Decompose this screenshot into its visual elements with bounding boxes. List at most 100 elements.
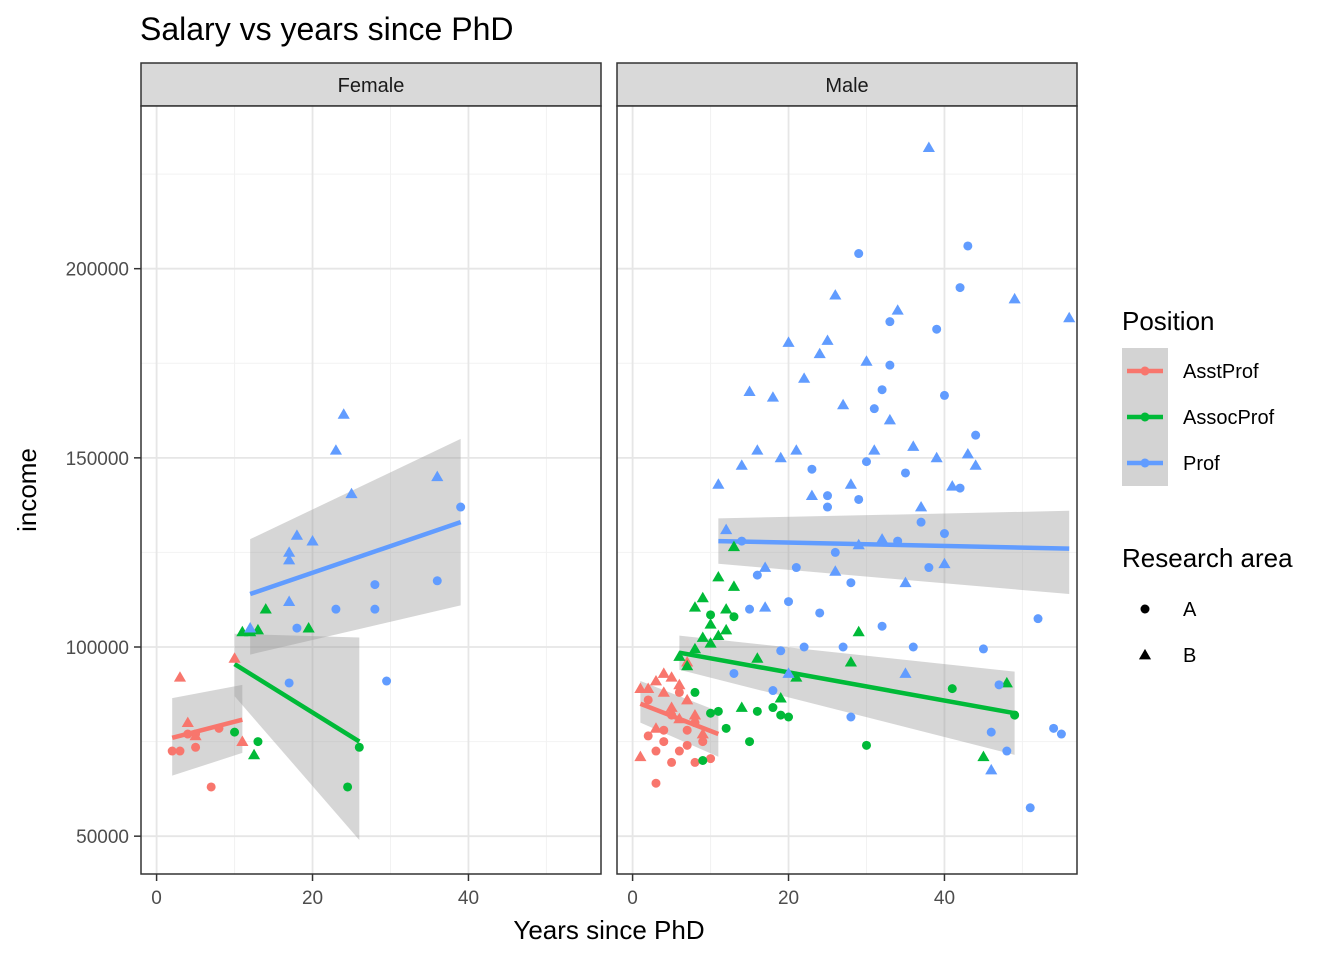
x-tick-label: 20 [302, 888, 323, 909]
point-prof-a [1033, 614, 1043, 624]
point-assocprof-a [706, 708, 716, 718]
legend-key-point-asstprof [1140, 366, 1150, 376]
point-prof-b [930, 451, 943, 463]
point-asstprof-b [688, 709, 702, 720]
point-prof-b [883, 413, 896, 425]
point-prof-a [370, 604, 380, 614]
panel-background [141, 106, 601, 874]
point-prof-a [1056, 729, 1066, 739]
point-prof-a [830, 547, 840, 557]
point-assocprof-a [698, 756, 708, 766]
point-asstprof-a [191, 742, 201, 752]
point-prof-b [961, 447, 974, 459]
point-assocprof-b [681, 659, 694, 671]
point-asstprof-a [214, 723, 224, 733]
point-asstprof-a [674, 687, 684, 697]
point-assocprof-b [727, 580, 741, 591]
panel-border-male [616, 105, 1078, 875]
point-prof-a [752, 570, 762, 580]
point-prof-b [860, 355, 873, 366]
legend-label-a: A [1183, 599, 1197, 621]
point-asstprof-a [183, 729, 193, 739]
point-prof-b [712, 478, 725, 489]
point-assocprof-a [706, 610, 716, 620]
point-asstprof-b [173, 671, 187, 682]
point-assocprof-b [727, 540, 741, 552]
point-asstprof-b [665, 671, 678, 682]
point-assocprof-b [696, 631, 709, 642]
point-prof-a [908, 642, 918, 652]
point-prof-a [955, 483, 965, 493]
point-asstprof-b [236, 735, 249, 746]
point-assocprof-b [704, 637, 717, 648]
point-prof-a [807, 464, 817, 474]
legend-key-point-prof [1140, 458, 1150, 468]
point-assocprof-a [947, 684, 957, 694]
point-prof-b [337, 408, 350, 419]
point-assocprof-b [673, 650, 686, 661]
x-tick-label: 0 [627, 888, 638, 909]
point-asstprof-a [690, 718, 700, 728]
point-assocprof-a [776, 710, 786, 720]
legend-label-asstprof: AsstProf [1183, 361, 1259, 383]
point-prof-a [900, 468, 910, 478]
point-assocprof-a [230, 727, 240, 737]
point-prof-b [283, 546, 296, 557]
panel-background [617, 106, 1077, 874]
point-assocprof-b [259, 603, 272, 614]
point-prof-a [939, 390, 949, 400]
x-tick-label: 40 [458, 888, 479, 909]
point-prof-a [1049, 723, 1059, 733]
point-prof-a [877, 385, 887, 395]
point-prof-b [1063, 311, 1076, 323]
point-prof-b [891, 304, 904, 315]
point-asstprof-a [667, 757, 677, 767]
point-prof-a [963, 241, 973, 251]
point-prof-b [946, 480, 959, 491]
point-prof-a [799, 642, 809, 652]
point-prof-b [759, 561, 772, 572]
point-prof-a [932, 324, 942, 334]
legend-shape-b [1138, 648, 1152, 660]
point-assocprof-a [713, 706, 723, 716]
point-assocprof-a [721, 723, 731, 733]
point-asstprof-a [706, 754, 716, 764]
point-prof-a [737, 536, 747, 546]
point-prof-a [1002, 746, 1012, 756]
point-prof-b [766, 391, 780, 402]
fit-line-assocprof [678, 650, 1016, 716]
point-assocprof-b [751, 652, 764, 663]
point-asstprof-a [682, 725, 692, 735]
point-prof-a [854, 249, 864, 259]
point-prof-a [885, 360, 895, 370]
point-assocprof-a [1010, 710, 1020, 720]
y-tick-label: 200000 [66, 260, 129, 281]
panel-male: Male [616, 62, 1078, 875]
point-asstprof-b [228, 652, 241, 663]
point-asstprof-a [667, 710, 677, 720]
x-tick-label: 0 [151, 888, 162, 909]
point-prof-b [922, 141, 935, 152]
point-prof-b [844, 478, 857, 489]
point-prof-b [829, 289, 842, 300]
point-assocprof-a [784, 712, 794, 722]
point-prof-b [720, 523, 733, 535]
point-prof-a [292, 623, 302, 633]
point-prof-a [846, 578, 856, 588]
point-prof-b [868, 444, 881, 455]
point-prof-b [852, 538, 865, 550]
point-assocprof-b [247, 748, 261, 760]
grid-female [141, 106, 601, 874]
point-asstprof-b [642, 682, 655, 693]
point-prof-b [821, 334, 834, 345]
point-prof-b [938, 557, 951, 569]
point-asstprof-b [189, 729, 202, 741]
x-axis-title: Years since PhD [513, 915, 704, 945]
point-assocprof-b [720, 623, 733, 635]
point-prof-a [776, 646, 786, 656]
point-asstprof-a [659, 737, 669, 747]
point-assocprof-b [1000, 676, 1013, 688]
point-prof-a [885, 317, 895, 327]
confidence-band-prof [250, 438, 461, 655]
panel-border-female [140, 105, 602, 875]
